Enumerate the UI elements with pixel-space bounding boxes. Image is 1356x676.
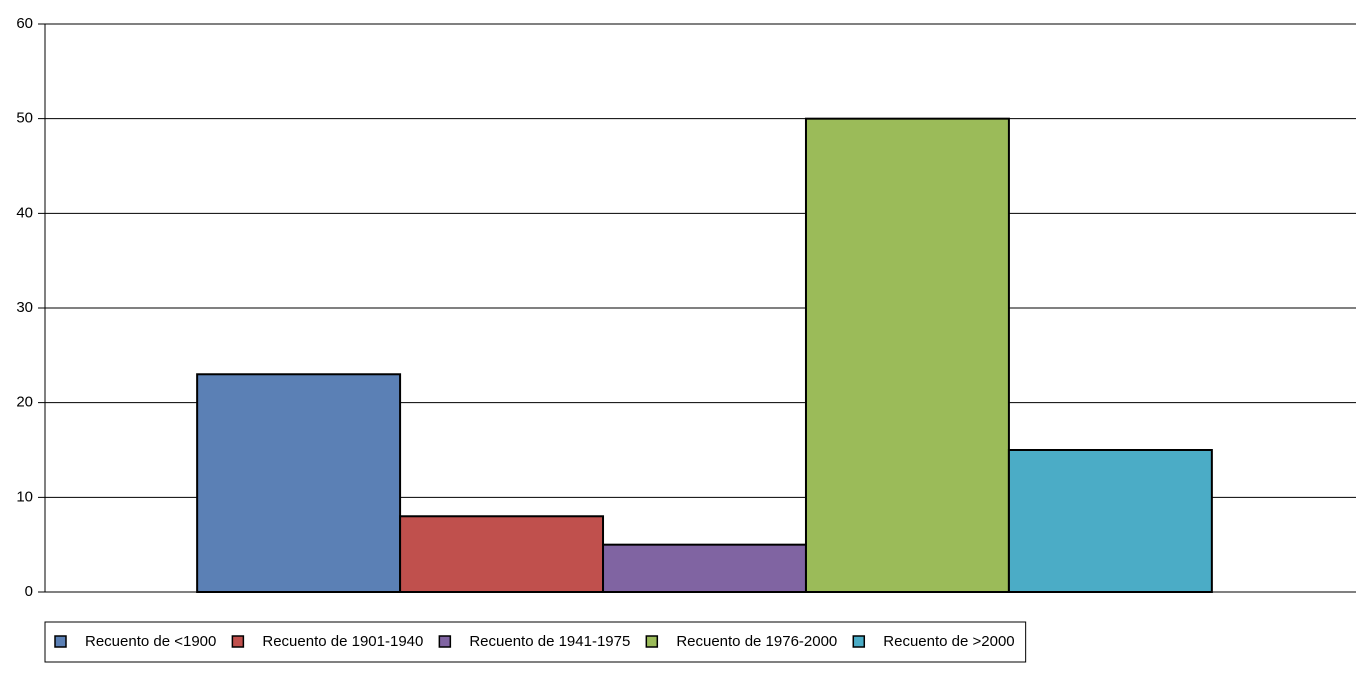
y-tick-label: 30: [16, 299, 33, 316]
y-tick-label: 50: [16, 110, 33, 127]
bar: [804, 117, 1010, 594]
bar: [602, 543, 807, 594]
y-tick-label: 0: [25, 583, 33, 600]
legend-label: Recuento de >2000: [883, 633, 1014, 650]
bar: [1007, 449, 1213, 593]
y-tick-label: 40: [16, 204, 33, 221]
y-tick-label: 60: [16, 15, 33, 32]
y-tick-label: 10: [16, 488, 33, 505]
legend-label: Recuento de 1941-1975: [469, 633, 630, 650]
legend-marker: [645, 635, 659, 648]
bar: [399, 515, 605, 593]
legend-label: Recuento de 1976-2000: [676, 633, 837, 650]
legend-marker: [54, 635, 67, 648]
legend-label: Recuento de <1900: [85, 633, 216, 650]
y-tick-label: 20: [16, 394, 33, 411]
legend-marker: [438, 635, 452, 648]
legend-box: [44, 621, 1027, 663]
legend-marker: [852, 635, 866, 648]
legend-marker: [231, 635, 245, 648]
bar: [196, 373, 402, 593]
legend-label: Recuento de 1901-1940: [262, 633, 423, 650]
